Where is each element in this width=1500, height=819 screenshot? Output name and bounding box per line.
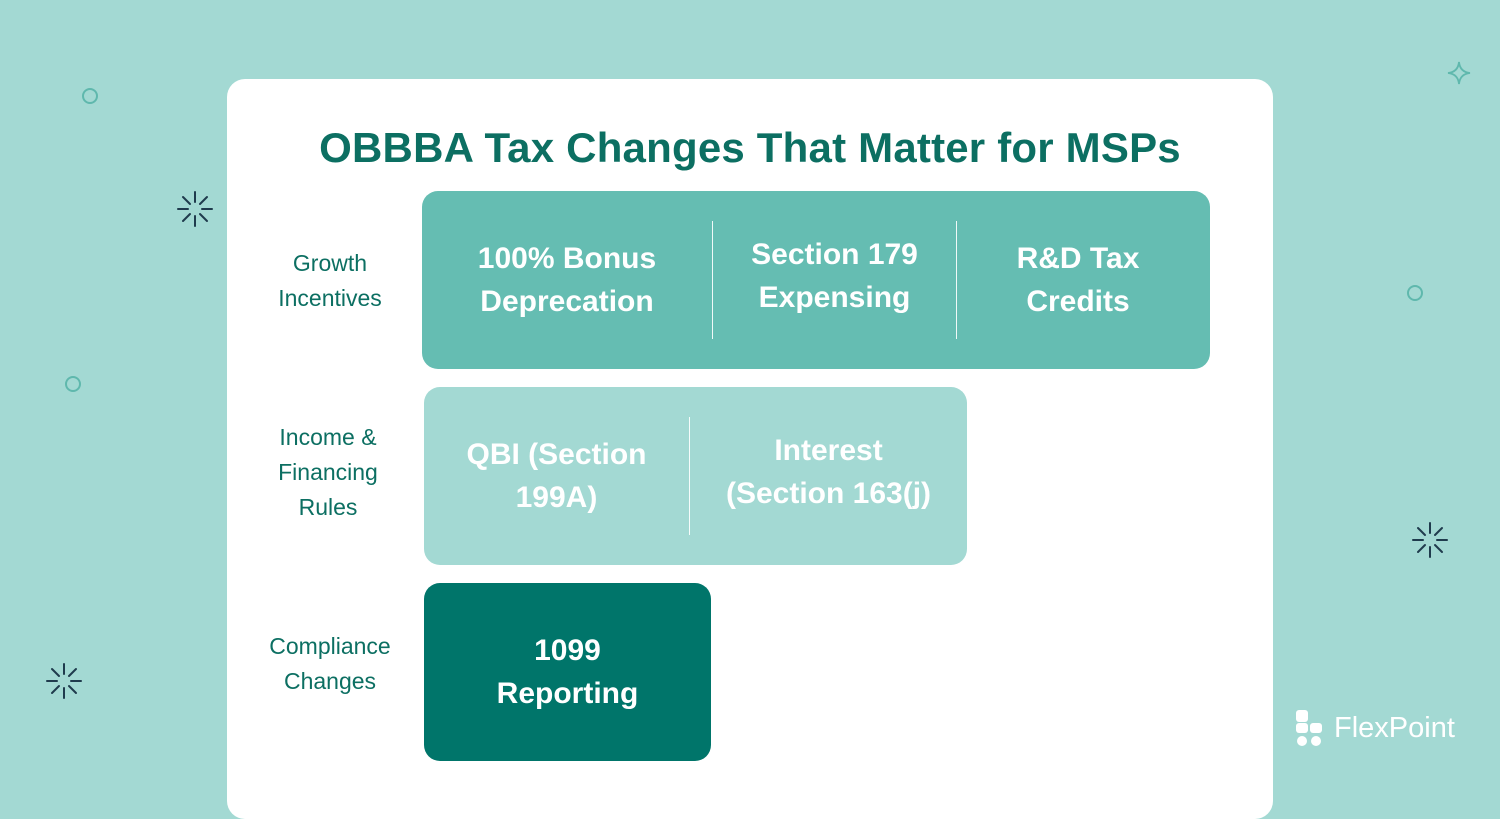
item-interest: Interest (Section 163(j) (690, 383, 967, 561)
logo-text: FlexPoint (1334, 711, 1455, 744)
row-label-compliance-changes: Compliance Changes (235, 629, 425, 699)
item-line: 100% Bonus (477, 242, 657, 275)
row-label-line: Compliance (269, 633, 391, 659)
row-label-growth-incentives: Growth Incentives (235, 246, 425, 316)
row-label-line: Financing (278, 459, 378, 485)
item-bonus-depreciation: 100% Bonus Deprecation (422, 191, 712, 369)
divider (956, 221, 957, 339)
growth-incentives-box: 100% Bonus Deprecation Section 179 Expen… (422, 191, 1210, 369)
burst-icon (1412, 522, 1448, 558)
item-line: Expensing (758, 281, 911, 314)
item-line: Deprecation (480, 285, 654, 318)
item-line: QBI (Section (466, 438, 647, 471)
item-rd-tax-credits: R&D Tax Credits (957, 191, 1199, 369)
row-label-line: Incentives (278, 285, 382, 311)
item-section-179: Section 179 Expensing (713, 187, 956, 365)
circle-decoration (1407, 285, 1423, 301)
row-label-line: Growth (292, 250, 368, 276)
burst-icon (177, 191, 213, 227)
item-qbi: QBI (Section 199A) (424, 387, 689, 565)
circle-decoration (82, 88, 98, 104)
item-line: R&D Tax (1016, 242, 1140, 275)
burst-icon (46, 663, 82, 699)
item-line: 1099 (534, 634, 601, 667)
item-line: Credits (1026, 285, 1130, 318)
row-label-income-financing: Income & Financing Rules (233, 420, 423, 525)
sparkle-icon (1447, 61, 1471, 85)
circle-decoration (65, 376, 81, 392)
flexpoint-logo-icon (1296, 710, 1322, 746)
item-line: Reporting (496, 677, 639, 710)
row-label-line: Rules (298, 494, 358, 520)
item-line: (Section 163(j) (725, 477, 932, 510)
item-1099-reporting: 1099 Reporting (424, 583, 711, 761)
item-line: Section 179 (751, 238, 918, 271)
page-title: OBBBA Tax Changes That Matter for MSPs (319, 124, 1181, 171)
item-line: Interest (774, 434, 883, 467)
flexpoint-logo: FlexPoint (1294, 708, 1455, 748)
income-financing-box: QBI (Section 199A) Interest (Section 163… (424, 387, 967, 565)
divider (712, 221, 713, 339)
row-label-line: Income & (279, 424, 377, 450)
row-label-line: Changes (283, 668, 377, 694)
compliance-changes-box: 1099 Reporting (424, 583, 711, 761)
divider (689, 417, 690, 535)
item-line: 199A) (515, 481, 598, 514)
